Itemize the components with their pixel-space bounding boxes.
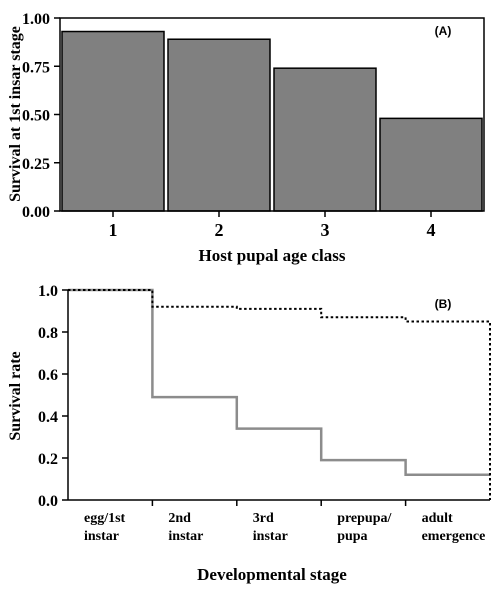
y-tick-label: 1.0 <box>38 283 58 300</box>
y-tick-label: 0.4 <box>38 409 58 426</box>
bar-2 <box>167 38 271 212</box>
y-tick-label: 0.50 <box>22 108 50 125</box>
x-tick-label: prepupa/pupa <box>337 511 392 544</box>
panel-a-y-axis-label: Survival at 1st insar stage <box>7 26 24 202</box>
x-tick-label: 1 <box>109 220 118 240</box>
panel-b-x-ticks: egg/1st instar 2nd instar 3rd instar prepupa/p… <box>84 500 485 544</box>
x-tick-label: adult emergence <box>422 511 486 544</box>
y-tick-label: 0.75 <box>22 59 50 76</box>
panel-a-y-ticks: 0.00 0.25 0.50 0.75 1.00 <box>22 11 60 221</box>
survival-line-solid <box>68 288 490 477</box>
y-tick-label: 1.00 <box>22 11 50 28</box>
y-tick-label: 0.00 <box>22 204 50 221</box>
y-tick-label: 0.6 <box>38 367 58 384</box>
bar-3 <box>273 67 377 212</box>
panel-a-label: (A) <box>435 24 452 38</box>
bar-1 <box>61 30 165 212</box>
panel-b-lines <box>68 288 491 500</box>
y-tick-label: 0.0 <box>38 493 58 510</box>
x-tick-label: 4 <box>427 220 436 240</box>
x-tick-label: 3rd instar <box>253 511 288 544</box>
panel-b-y-ticks: 0.0 0.2 0.4 0.6 0.8 1.0 <box>38 283 68 510</box>
bar-4 <box>379 117 483 212</box>
panel-b-y-axis-label: Survival rate <box>7 351 24 440</box>
panel-b-x-axis-label: Developmental stage <box>197 565 347 584</box>
x-tick-label: 3 <box>321 220 330 240</box>
panel-b: 0.0 0.2 0.4 0.6 0.8 1.0 egg/1st instar 2nd insta… <box>7 283 491 584</box>
panel-b-axes <box>67 290 490 501</box>
x-tick-label: egg/1st instar <box>84 511 126 544</box>
y-tick-label: 0.8 <box>38 325 58 342</box>
y-tick-label: 0.25 <box>22 156 50 173</box>
panel-b-label: (B) <box>435 297 452 311</box>
x-tick-label: 2nd instar <box>168 511 203 544</box>
survival-line-dotted <box>68 289 491 500</box>
panel-a-bars <box>61 30 483 212</box>
x-tick-label: 2 <box>215 220 224 240</box>
panel-a-x-axis-label: Host pupal age class <box>199 246 346 265</box>
panel-a: 0.00 0.25 0.50 0.75 1.00 1 2 3 4 (A) Host pupal… <box>7 11 485 265</box>
y-tick-label: 0.2 <box>38 451 58 468</box>
panel-a-x-ticks: 1 2 3 4 <box>109 211 436 240</box>
